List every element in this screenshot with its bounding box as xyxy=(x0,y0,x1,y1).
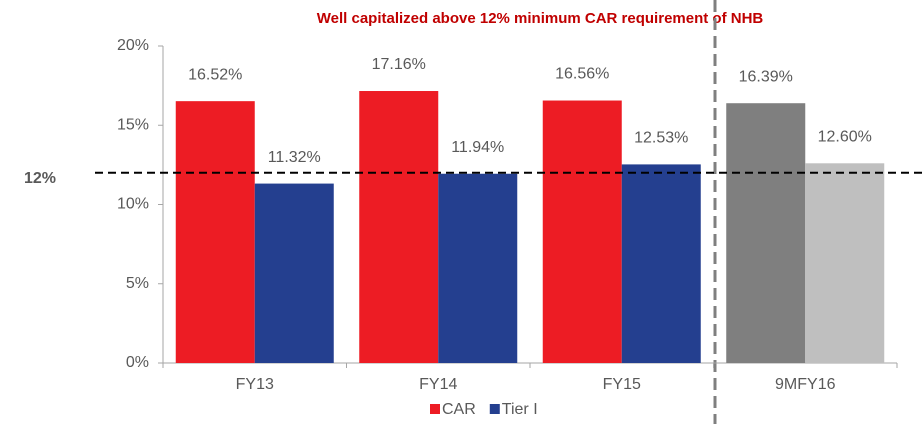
bar xyxy=(726,103,806,363)
value-label: 12.53% xyxy=(634,130,688,147)
bar xyxy=(175,101,255,364)
x-tick-label: 9MFY16 xyxy=(775,376,836,393)
legend-label: CAR xyxy=(442,401,476,418)
bar xyxy=(438,173,518,363)
value-label: 11.32% xyxy=(268,149,321,166)
value-label: 17.16% xyxy=(372,56,426,73)
y-tick-label: 15% xyxy=(117,116,149,133)
x-tick-label: FY13 xyxy=(236,376,274,393)
y-tick-label: 20% xyxy=(117,37,149,54)
legend-swatch xyxy=(430,404,440,414)
bar xyxy=(254,183,334,363)
bar xyxy=(359,91,439,363)
bar xyxy=(805,163,885,363)
y-tick-label: 10% xyxy=(117,196,149,213)
value-label: 16.56% xyxy=(555,66,609,83)
value-label: 16.52% xyxy=(188,66,242,83)
value-label: 12.60% xyxy=(818,129,872,146)
x-tick-label: FY15 xyxy=(603,376,641,393)
x-tick-label: FY14 xyxy=(419,376,457,393)
value-label: 16.39% xyxy=(739,68,793,85)
reference-label: 12% xyxy=(24,170,56,187)
y-tick-label: 5% xyxy=(126,275,149,292)
chart-title: Well capitalized above 12% minimum CAR r… xyxy=(317,10,764,27)
bar xyxy=(542,100,622,364)
value-label: 11.94% xyxy=(451,139,504,156)
y-tick-label: 0% xyxy=(126,354,149,371)
bar xyxy=(621,164,701,363)
legend-swatch xyxy=(489,404,500,414)
legend-label: Tier I xyxy=(502,401,538,418)
